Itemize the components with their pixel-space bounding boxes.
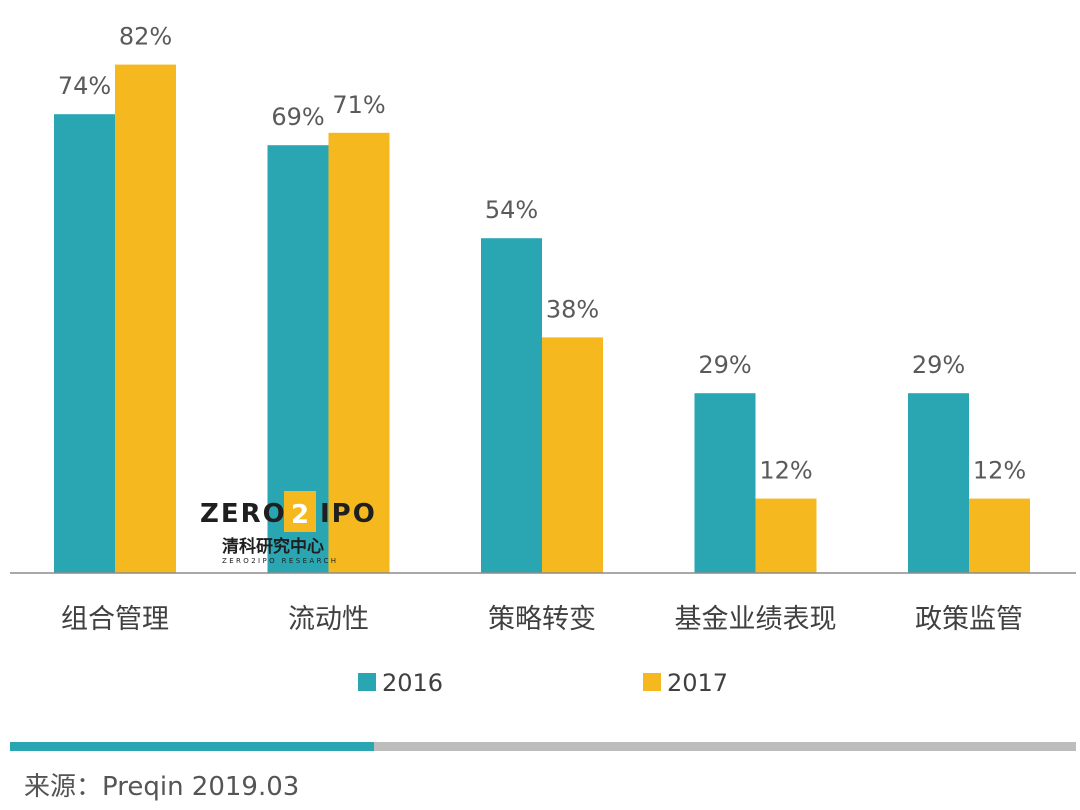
legend-swatch-2017 bbox=[643, 673, 661, 691]
category-labels-group: 组合管理 流动性 策略转变 基金业绩表现 政策监管 bbox=[61, 604, 1023, 635]
logo-text-right: IPO bbox=[320, 499, 377, 529]
bar-2016-4 bbox=[694, 393, 756, 573]
value-label-2017-5: 12% bbox=[973, 457, 1026, 485]
value-label-2016-5: 29% bbox=[912, 351, 965, 379]
footer-divider-bar bbox=[374, 742, 1076, 751]
legend-label-2017: 2017 bbox=[667, 669, 728, 697]
bar-2017-3 bbox=[542, 337, 603, 573]
bars-group: 74% 82% 69% 71% 54% 38% 29% 12% 29% 12% bbox=[54, 23, 1030, 574]
logo-text-left: ZERO bbox=[200, 499, 287, 529]
value-label-2017-4: 12% bbox=[759, 457, 812, 485]
value-label-2017-1: 82% bbox=[119, 23, 172, 51]
category-label-3: 策略转变 bbox=[488, 604, 596, 635]
value-label-2016-1: 74% bbox=[58, 72, 111, 100]
legend: 2016 2017 bbox=[358, 669, 728, 697]
bar-2016-1 bbox=[54, 114, 115, 573]
logo-digit-box bbox=[284, 491, 316, 532]
value-label-2016-4: 29% bbox=[698, 351, 751, 379]
category-label-1: 组合管理 bbox=[61, 604, 169, 635]
category-label-2: 流动性 bbox=[288, 604, 369, 635]
source-note: 来源：Preqin 2019.03 bbox=[24, 772, 300, 802]
value-label-2016-2: 69% bbox=[271, 103, 324, 131]
value-label-2017-3: 38% bbox=[546, 295, 599, 323]
legend-label-2016: 2016 bbox=[382, 669, 443, 697]
category-label-5: 政策监管 bbox=[915, 604, 1023, 635]
bar-2017-5 bbox=[969, 498, 1030, 573]
legend-swatch-2016 bbox=[358, 673, 376, 691]
category-label-4: 基金业绩表现 bbox=[675, 604, 837, 635]
bar-2016-5 bbox=[908, 393, 969, 573]
bar-2016-3 bbox=[481, 238, 542, 573]
footer-accent-bar bbox=[10, 742, 374, 751]
zero2ipo-watermark: ZERO 2 IPO 清科研究中心 ZERO2IPO RESEARCH bbox=[200, 491, 377, 565]
value-label-2017-2: 71% bbox=[332, 91, 385, 119]
value-label-2016-3: 54% bbox=[485, 196, 538, 224]
logo-digit: 2 bbox=[291, 500, 311, 530]
bar-2017-1 bbox=[115, 64, 176, 573]
bar-2017-2 bbox=[328, 132, 390, 574]
logo-subtitle: ZERO2IPO RESEARCH bbox=[222, 557, 338, 565]
logo-chinese: 清科研究中心 bbox=[222, 536, 324, 557]
bar-2017-4 bbox=[755, 498, 817, 573]
